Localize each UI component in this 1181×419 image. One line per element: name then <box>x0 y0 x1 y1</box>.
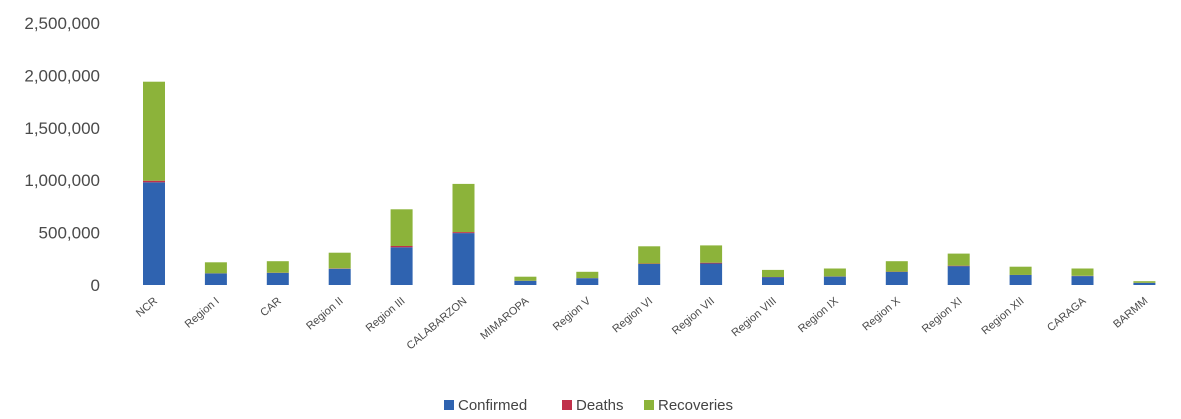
bar-confirmed-region-vii <box>700 263 723 285</box>
y-tick-label: 2,500,000 <box>24 14 100 33</box>
x-tick-label: Region III <box>364 295 408 334</box>
bar-confirmed-region-iii <box>390 247 413 285</box>
x-tick-label: Region VI <box>610 295 655 335</box>
bar-deaths-region-xi <box>947 265 970 267</box>
legend: Confirmed Deaths Recoveries <box>444 397 733 414</box>
bar-confirmed-region-xii <box>1009 275 1032 285</box>
y-tick-label: 1,500,000 <box>24 119 100 138</box>
bar-deaths-region-iii <box>390 246 413 248</box>
bar-recoveries-caraga <box>1071 268 1094 276</box>
legend-label-deaths: Deaths <box>576 397 624 414</box>
x-tick-label: BARMM <box>1111 295 1150 331</box>
legend-label-confirmed: Confirmed <box>458 397 527 414</box>
bar-confirmed-calabarzon <box>452 233 475 285</box>
bar-recoveries-region-i <box>204 262 227 274</box>
bar-confirmed-region-i <box>204 273 227 285</box>
bar-confirmed-caraga <box>1071 276 1094 285</box>
x-tick-label: Region V <box>551 295 594 334</box>
x-tick-label: Region IX <box>796 295 841 336</box>
bar-recoveries-region-v <box>576 271 599 279</box>
bar-confirmed-region-ii <box>328 268 351 285</box>
bar-confirmed-mimaropa <box>514 280 537 285</box>
bar-confirmed-car <box>266 272 289 285</box>
x-tick-label: Region I <box>183 295 222 331</box>
bar-recoveries-region-iii <box>390 209 413 246</box>
y-tick-label: 2,000,000 <box>24 66 100 85</box>
bar-deaths-region-vii <box>700 262 723 264</box>
bar-recoveries-region-xii <box>1009 266 1032 275</box>
bar-recoveries-car <box>266 261 289 273</box>
y-tick-label: 500,000 <box>39 224 100 243</box>
bar-confirmed-region-xi <box>947 266 970 285</box>
legend-label-recoveries: Recoveries <box>658 397 733 414</box>
x-tick-label: NCR <box>134 295 160 320</box>
bar-confirmed-barmm <box>1133 282 1156 285</box>
bar-recoveries-barmm <box>1133 281 1156 283</box>
bar-recoveries-region-ix <box>823 268 846 277</box>
bar-recoveries-region-ii <box>328 252 351 269</box>
bar-recoveries-ncr <box>143 81 165 181</box>
x-axis: NCR Region I CAR Region II Region IIICALABAR… <box>134 295 1150 353</box>
bar-recoveries-region-x <box>885 261 908 272</box>
legend-swatch-confirmed <box>444 400 454 410</box>
x-tick-label: CAR <box>258 295 284 319</box>
legend-swatch-recoveries <box>644 400 654 410</box>
bar-recoveries-calabarzon <box>452 183 475 233</box>
bar-recoveries-region-vii <box>700 245 723 263</box>
x-tick-label: CALABARZON <box>405 295 470 352</box>
x-tick-label: Region X <box>860 295 903 334</box>
x-tick-label: Region XI <box>920 295 965 335</box>
x-tick-label: Region VIII <box>730 295 779 339</box>
y-tick-label: 1,000,000 <box>24 171 100 190</box>
bar-recoveries-region-vi <box>638 246 661 264</box>
y-tick-label: 0 <box>91 276 100 295</box>
bar-confirmed-region-vi <box>638 264 661 285</box>
bar-deaths-ncr <box>143 180 165 183</box>
bar-confirmed-region-viii <box>762 277 784 285</box>
x-tick-label: Region II <box>304 295 345 332</box>
y-axis: 0 500,000 1,000,000 1,500,000 2,000,000 2,500… <box>24 14 100 295</box>
x-tick-label: CARAGA <box>1045 295 1089 334</box>
x-tick-label: Region VII <box>670 295 717 337</box>
bar-confirmed-region-x <box>885 271 908 285</box>
bar-confirmed-ncr <box>143 182 165 285</box>
bar-confirmed-region-v <box>576 278 599 285</box>
bar-deaths-calabarzon <box>452 232 475 234</box>
legend-swatch-deaths <box>562 400 572 410</box>
bar-recoveries-region-viii <box>762 269 784 277</box>
bar-recoveries-region-xi <box>947 253 970 266</box>
bar-recoveries-mimaropa <box>514 276 537 281</box>
x-tick-label: MIMAROPA <box>478 295 531 343</box>
bar-confirmed-region-ix <box>823 276 846 285</box>
x-tick-label: Region XII <box>979 295 1026 337</box>
bars <box>143 81 1156 285</box>
